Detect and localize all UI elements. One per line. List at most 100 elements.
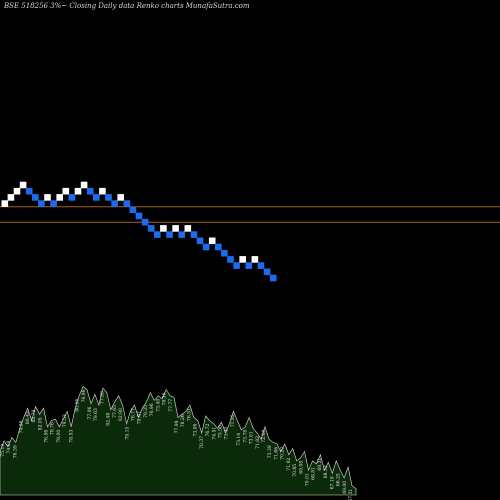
renko-brick-down	[257, 262, 265, 269]
volume-label: 71.92	[286, 458, 292, 471]
level-lines	[0, 206, 500, 223]
renko-brick-up	[13, 187, 21, 195]
renko-brick-up	[74, 187, 82, 195]
volume-label: 76.72	[205, 423, 211, 436]
renko-brick-down	[68, 194, 76, 201]
renko-brick-up	[251, 256, 259, 263]
volume-label: 73.39	[267, 445, 273, 458]
renko-brick-down	[86, 187, 94, 195]
volume-label: 71.95	[230, 414, 236, 427]
volume-label: 77.65	[112, 405, 118, 418]
volume-label: 72.68	[261, 430, 267, 443]
volume-label: 77.06	[87, 406, 93, 419]
renko-brick-up	[19, 181, 27, 189]
volume-label: 73.40	[224, 427, 230, 440]
renko-brick-down	[227, 256, 234, 263]
volume-label: 68.81	[311, 467, 317, 480]
volume-label: 67.31	[348, 489, 354, 500]
volume-label: 74.69	[6, 440, 12, 453]
renko-brick-up	[80, 181, 88, 189]
renko-brick-up	[99, 187, 106, 195]
volume-label: 70.37	[199, 436, 205, 449]
renko-brick-down	[147, 225, 155, 232]
renko-brick-down	[32, 194, 39, 201]
volume-label: 76.96	[81, 389, 87, 402]
renko-brick-up	[172, 225, 179, 232]
volume-label: 76.56	[44, 430, 50, 443]
volume-label: 76.51	[186, 408, 192, 421]
volume-label: 68.32	[323, 465, 329, 478]
renko-bricks	[1, 181, 277, 282]
volume-label: 74.51	[211, 427, 217, 440]
renko-brick-up	[1, 200, 9, 207]
renko-brick-down	[269, 274, 277, 282]
renko-brick-down	[196, 237, 204, 245]
renko-brick-down	[245, 262, 253, 269]
volume-label: 82.05	[37, 417, 43, 430]
renko-brick-down	[178, 231, 185, 238]
renko-brick-down	[166, 231, 173, 238]
renko-brick-up	[7, 194, 15, 201]
volume-label: 75.19	[0, 444, 6, 457]
volume-label: 82.90	[118, 408, 124, 421]
renko-brick-up	[239, 256, 246, 263]
volume-label: 79.15	[124, 427, 130, 440]
volume-area	[0, 386, 357, 496]
renko-brick-up	[56, 194, 63, 201]
renko-brick-down	[154, 231, 161, 238]
volume-label: 76.96	[149, 403, 155, 416]
renko-brick-up	[208, 237, 216, 245]
renko-brick-down	[111, 200, 118, 207]
renko-brick-down	[202, 243, 210, 251]
renko-brick-down	[190, 231, 198, 238]
renko-brick-down	[263, 268, 271, 276]
renko-brick-up	[62, 187, 70, 195]
renko-brick-down	[215, 243, 222, 251]
volume-label: 78.26	[180, 414, 186, 427]
volume-label: 82.79	[31, 409, 37, 422]
volume-label: 73.14	[236, 433, 242, 446]
volume-label: 79.25	[143, 405, 149, 418]
renko-brick-down	[135, 212, 143, 220]
volume-label: 80.43	[25, 411, 31, 424]
chart-title: BSE 518256 3%~ Closing Daily data Renko …	[3, 2, 250, 10]
renko-brick-down	[38, 200, 45, 207]
volume-label: 70.01	[305, 473, 311, 486]
volume-label: 70.20	[280, 447, 286, 460]
renko-brick-down	[123, 200, 131, 207]
renko-brick-down	[50, 200, 57, 207]
volume-label: 71.66	[273, 447, 279, 460]
volume-label: 71.82	[255, 436, 261, 449]
renko-brick-up	[44, 194, 51, 201]
volume-label: 76.77	[131, 408, 137, 421]
volume-label: 75.50	[218, 425, 224, 438]
renko-brick-up	[160, 225, 167, 232]
renko-brick-down	[141, 218, 149, 226]
renko-brick-down	[233, 262, 240, 269]
renko-brick-down	[105, 194, 112, 201]
volume-label: 78.36	[162, 392, 168, 405]
volume-label: 77.99	[174, 420, 180, 433]
renko-brick-down	[221, 249, 228, 257]
volume-label: 76.39	[12, 445, 18, 458]
volume-label: 74.56	[19, 420, 25, 433]
volume-label: 82.48	[106, 413, 112, 426]
renko-brick-down	[25, 187, 33, 195]
volume-label: 78.76	[50, 422, 56, 435]
volume-label: 78.53	[68, 430, 74, 443]
volume-label: 80.56	[75, 399, 81, 412]
renko-brick-down	[93, 194, 100, 201]
volume-label: 69.08	[298, 461, 304, 474]
renko-brick-down	[129, 206, 137, 214]
renko-brick-up	[184, 225, 192, 232]
volume-fill	[0, 386, 357, 496]
volume-label: 67.18	[329, 476, 335, 489]
volume-label: 79.00	[56, 430, 62, 443]
volume-label: 73.78	[242, 430, 248, 443]
volume-label: 73.01	[249, 431, 255, 444]
volume-label: 77.99	[99, 391, 105, 404]
volume-label: 79.63	[93, 408, 99, 421]
volume-label: 78.67	[137, 411, 143, 424]
